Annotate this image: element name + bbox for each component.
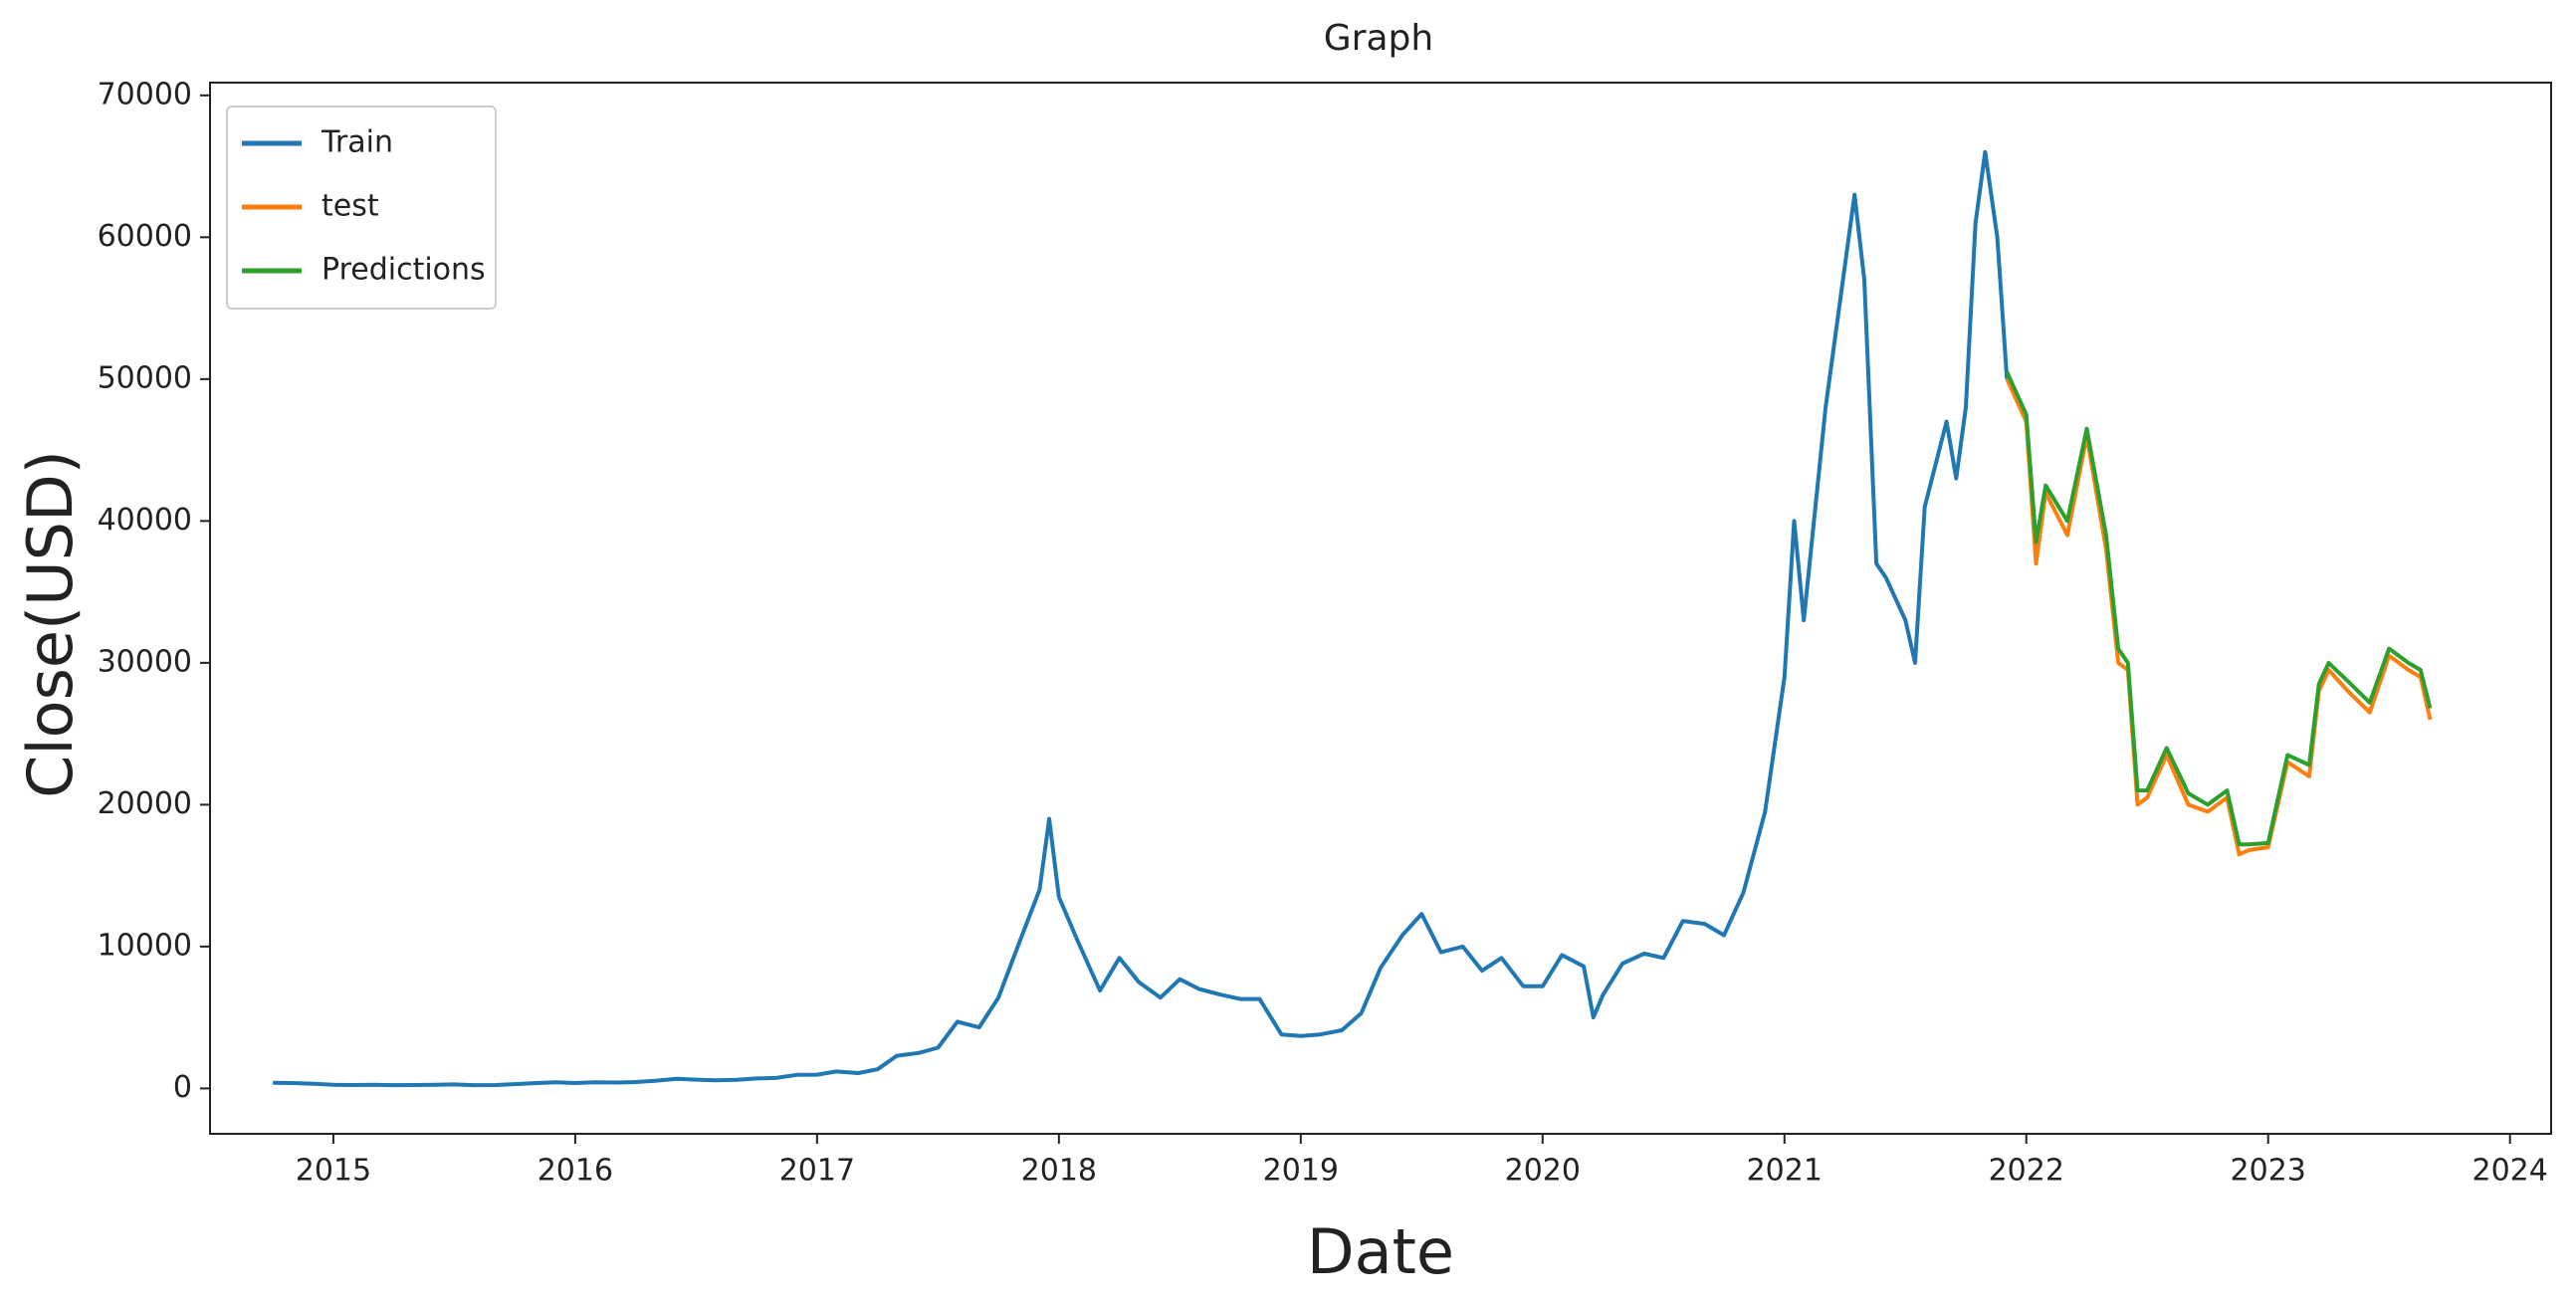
chart-title: Graph [1324,18,1433,59]
x-tick-label: 2024 [2472,1154,2548,1189]
x-tick-label: 2021 [1747,1154,1823,1189]
y-tick-label: 20000 [98,786,192,821]
y-tick-label: 10000 [98,928,192,963]
series-line [2005,370,2433,847]
y-tick-label: 70000 [98,77,192,111]
x-tick-label: 2018 [1021,1154,1097,1189]
y-tick-label: 30000 [98,644,192,679]
x-tick-label: 2019 [1263,1154,1339,1189]
x-tick-label: 2023 [2231,1154,2306,1189]
series-line [2005,377,2433,857]
x-tick-label: 2015 [296,1154,371,1189]
series-line [273,149,2010,1088]
x-tick-label: 2016 [537,1154,613,1189]
x-axis-label: Date [1307,1215,1454,1288]
y-axis-label: Close(USD) [14,450,87,798]
x-tick-label: 2020 [1505,1154,1581,1189]
plot-frame [209,82,2552,1135]
x-tick-label: 2017 [779,1154,855,1189]
legend-box [226,106,497,310]
x-tick-label: 2022 [1989,1154,2064,1189]
legend-label: Train [321,125,393,160]
y-tick-label: 0 [173,1070,192,1105]
legend-label: Predictions [322,253,486,288]
y-tick-label: 60000 [98,219,192,254]
legend-label: test [322,189,379,224]
y-tick-label: 40000 [98,503,192,538]
y-tick-label: 50000 [98,360,192,395]
